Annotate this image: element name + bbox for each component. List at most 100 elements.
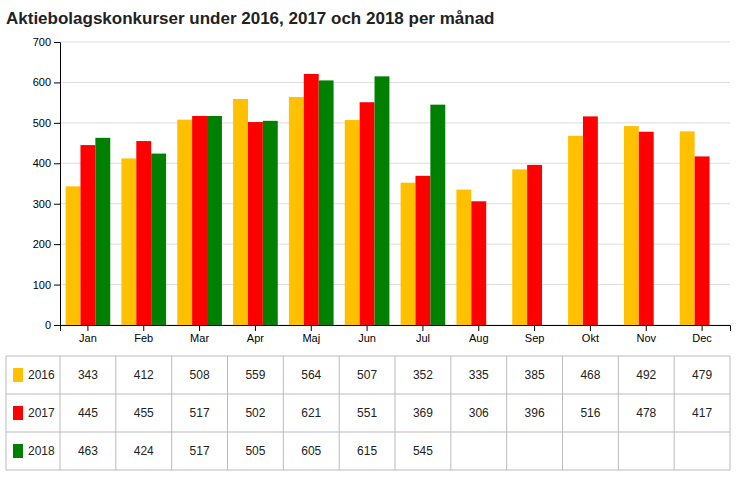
x-tick-mark [702, 325, 703, 331]
bar [263, 121, 278, 325]
bar [192, 116, 207, 325]
y-axis: 0 100 200 300 400 500 600 700 [33, 36, 61, 331]
y-tick-label: 300 [33, 198, 51, 210]
y-tick-mark [54, 325, 60, 326]
bar [695, 156, 710, 325]
table-value: 545 [413, 444, 433, 458]
table-value: 306 [469, 406, 489, 420]
table-value: 412 [134, 368, 154, 382]
table-line [6, 470, 730, 471]
table-line [506, 356, 507, 470]
y-tick-label: 100 [33, 279, 51, 291]
bar [233, 99, 248, 325]
x-tick: Maj [302, 325, 320, 344]
table-line [227, 356, 228, 470]
x-tick: Aug [469, 325, 489, 344]
table-line [618, 356, 619, 470]
table-value: 445 [78, 406, 98, 420]
table-value: 369 [413, 406, 433, 420]
legend-label: 2016 [28, 368, 55, 382]
table-value: 468 [580, 368, 600, 382]
legend-swatch [13, 368, 23, 382]
x-tick-mark [590, 325, 591, 331]
bar [121, 158, 136, 325]
table-value: 516 [580, 406, 600, 420]
table-line [6, 432, 730, 433]
x-tick-mark [199, 325, 200, 331]
y-tick-mark [54, 204, 60, 205]
x-tick: Jul [416, 325, 430, 344]
x-tick: Sep [525, 325, 545, 344]
x-tick-label: Nov [636, 332, 656, 344]
x-tick-mark [255, 325, 256, 331]
x-tick-label: Apr [247, 332, 264, 344]
table-value: 478 [636, 406, 656, 420]
table-line [674, 356, 675, 470]
title: Aktiebolagskonkurser under 2016, 2017 oc… [6, 9, 495, 28]
table-value: 417 [692, 406, 712, 420]
bar [471, 201, 486, 325]
legend-label: 2017 [28, 406, 55, 420]
x-tick-label: Okt [582, 332, 599, 344]
y-tick-label: 700 [33, 36, 51, 48]
grid-line [60, 122, 730, 123]
table-value: 343 [78, 368, 98, 382]
x-tick-mark [87, 325, 88, 331]
y-tick: 500 [33, 117, 60, 129]
table-value: 455 [134, 406, 154, 420]
x-tick-label: Sep [525, 332, 545, 344]
table-value: 517 [190, 406, 210, 420]
y-axis-line [54, 43, 61, 326]
y-tick-label: 400 [33, 157, 51, 169]
table-line [6, 356, 730, 357]
table-line [562, 356, 563, 470]
x-tick-label: Maj [302, 332, 320, 344]
table-value: 479 [692, 368, 712, 382]
table-value: 396 [525, 406, 545, 420]
chart: Aktiebolagskonkurser under 2016, 2017 oc… [0, 0, 746, 480]
table-value: 463 [78, 444, 98, 458]
y-tick: 600 [33, 76, 60, 88]
bar [80, 145, 95, 325]
y-tick-mark [54, 244, 60, 245]
x-axis: Jan Feb Mar Apr Maj Jun Jul Aug Sep Okt Nov Dec [61, 325, 731, 344]
table-line [395, 356, 396, 470]
x-tick: Apr [247, 325, 264, 344]
table-value: 551 [357, 406, 377, 420]
grid-line [60, 82, 730, 83]
bar [66, 186, 81, 325]
x-axis-line [61, 326, 731, 332]
x-tick-label: Feb [134, 332, 153, 344]
x-tick: Okt [582, 325, 599, 344]
x-tick: Mar [190, 325, 209, 344]
bar [527, 165, 542, 325]
y-tick: 300 [33, 198, 60, 210]
grid-line [60, 42, 730, 43]
bar [289, 97, 304, 325]
x-tick-mark [478, 325, 479, 331]
x-tick-label: Dec [692, 332, 712, 344]
bar [345, 120, 360, 325]
table-line [283, 356, 284, 470]
x-tick-label: Jan [79, 332, 97, 344]
bar-series [95, 76, 445, 325]
bars [66, 74, 710, 325]
bar [375, 76, 390, 325]
table-value: 492 [636, 368, 656, 382]
y-tick: 700 [33, 36, 60, 48]
legend-label: 2018 [28, 444, 55, 458]
table-value: 621 [301, 406, 321, 420]
table-value: 508 [190, 368, 210, 382]
table-value: 502 [245, 406, 265, 420]
x-tick-mark [143, 325, 144, 331]
bar [456, 190, 471, 325]
y-tick-mark [54, 163, 60, 164]
table-line [60, 356, 61, 470]
y-tick-mark [54, 42, 60, 43]
y-tick: 0 [45, 319, 60, 331]
x-tick: Feb [134, 325, 153, 344]
y-tick-label: 200 [33, 238, 51, 250]
bar [415, 176, 430, 325]
x-tick-label: Jun [358, 332, 376, 344]
table-value: 352 [413, 368, 433, 382]
